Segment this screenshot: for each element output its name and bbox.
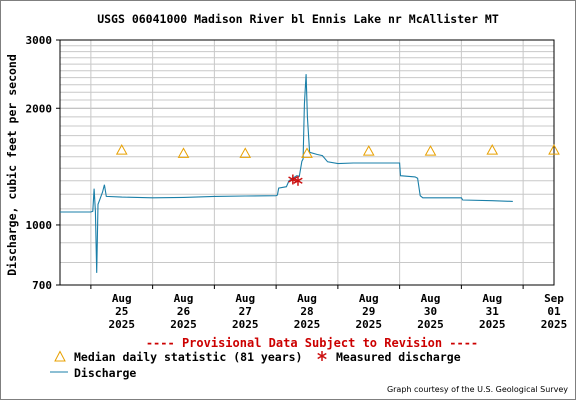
- provisional-notice: ---- Provisional Data Subject to Revisio…: [146, 336, 478, 350]
- asterisk-stroke: [293, 177, 303, 184]
- x-tick-label: Aug: [174, 292, 194, 305]
- series-layer: [60, 74, 560, 273]
- x-tick-label: Aug: [421, 292, 441, 305]
- x-tick-label: 2025: [109, 318, 136, 331]
- x-tick-label: Aug: [482, 292, 502, 305]
- legend-asterisk-glyph: [317, 351, 327, 361]
- credit-note: Graph courtesy of the U.S. Geological Su…: [387, 385, 568, 394]
- median-marker: [486, 144, 499, 155]
- grid-lines: [60, 40, 554, 285]
- y-tick-label: 700: [32, 279, 52, 292]
- x-tick-label: Aug: [235, 292, 255, 305]
- legend-asterisk-icon: [317, 351, 327, 361]
- y-axis-ticks: 700 1000 2000 3000: [26, 34, 60, 292]
- chart-title: USGS 06041000 Madison River bl Ennis Lak…: [97, 12, 499, 26]
- x-tick-label: 27: [239, 305, 252, 318]
- legend-label-discharge: Discharge: [74, 366, 136, 380]
- legend-triangle-icon: [54, 350, 66, 362]
- median-marker: [177, 147, 190, 158]
- legend-label-measured: Measured discharge: [336, 350, 461, 364]
- asterisk-stroke: [317, 352, 327, 360]
- y-axis-label: Discharge, cubic feet per second: [5, 54, 19, 276]
- median-marker: [301, 147, 313, 158]
- measured-marker: [293, 175, 303, 186]
- median-marker: [362, 145, 375, 156]
- y-tick-label: 2000: [26, 102, 53, 115]
- x-tick-label: 2025: [294, 318, 321, 331]
- discharge-line: [60, 74, 513, 273]
- x-tick-label: 29: [362, 305, 375, 318]
- x-tick-label: 2025: [417, 318, 444, 331]
- x-tick-label: 25: [115, 305, 128, 318]
- measured-marker: [288, 174, 298, 185]
- median-marker: [239, 147, 252, 158]
- x-tick-label: Sep: [544, 292, 564, 305]
- legend-item-discharge: Discharge: [50, 366, 136, 380]
- legend-label-median: Median daily statistic (81 years): [74, 350, 302, 364]
- x-tick-label: 2025: [479, 318, 506, 331]
- x-tick-label: 2025: [232, 318, 259, 331]
- x-tick-label: Aug: [297, 292, 317, 305]
- y-tick-label: 3000: [26, 34, 53, 47]
- median-marker: [548, 144, 560, 155]
- x-tick-label: Aug: [359, 292, 379, 305]
- x-axis-ticks: Aug252025Aug262025Aug272025Aug282025Aug2…: [90, 285, 568, 331]
- x-tick-label: Aug: [112, 292, 132, 305]
- median-marker: [115, 144, 128, 155]
- x-tick-label: 26: [177, 305, 191, 318]
- x-tick-label: 01: [547, 305, 561, 318]
- x-tick-label: 30: [424, 305, 437, 318]
- legend: Median daily statistic (81 years) Measur…: [50, 350, 461, 380]
- x-tick-label: 28: [300, 305, 313, 318]
- x-tick-label: 31: [486, 305, 500, 318]
- plot-area-frame: [59, 39, 555, 286]
- x-tick-label: 2025: [170, 318, 197, 331]
- asterisk-stroke: [288, 176, 298, 183]
- median-marker: [424, 145, 437, 156]
- x-tick-label: 2025: [356, 318, 383, 331]
- x-tick-label: 2025: [541, 318, 568, 331]
- legend-item-median: Median daily statistic (81 years): [54, 350, 302, 364]
- legend-item-measured: Measured discharge: [317, 350, 461, 364]
- y-tick-label: 1000: [26, 219, 53, 232]
